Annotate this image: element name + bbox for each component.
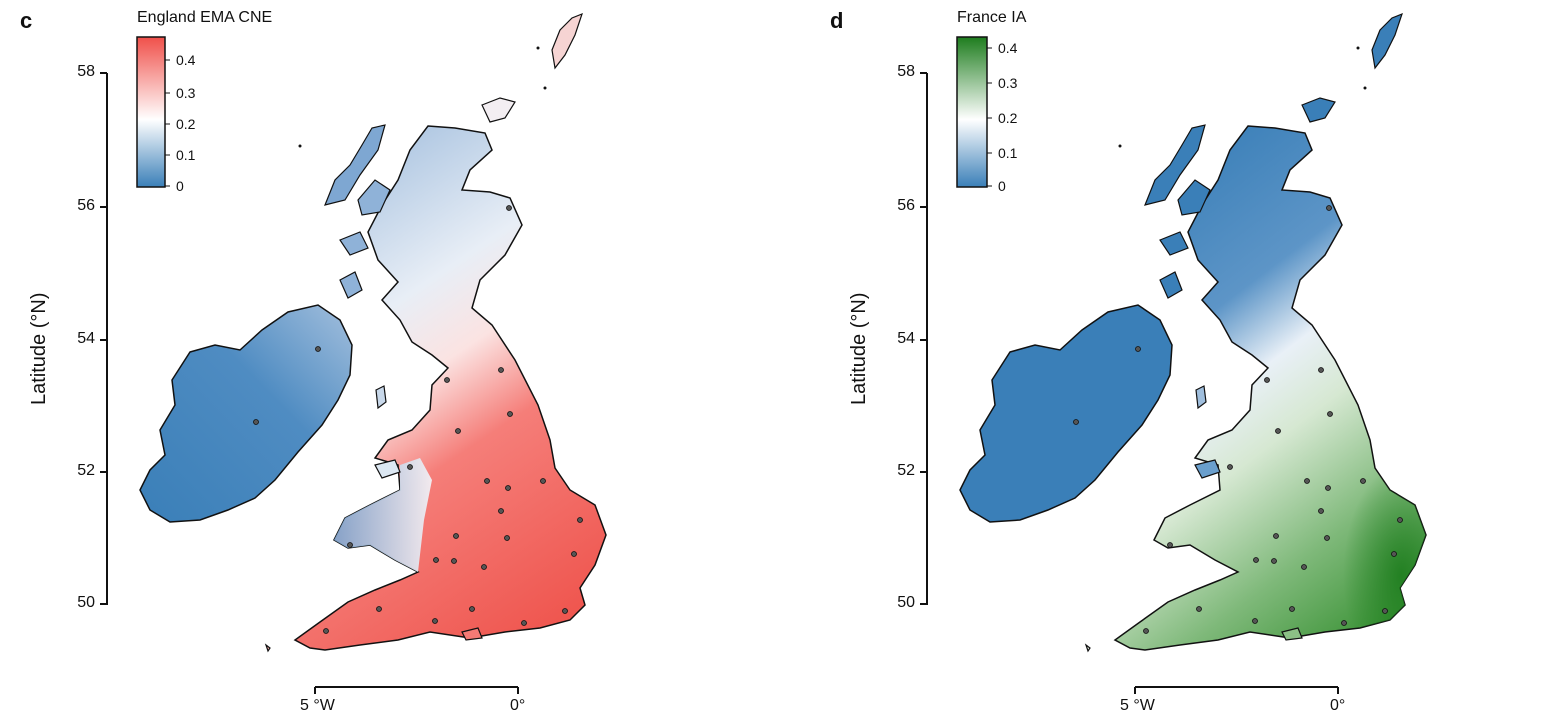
scilly-shape xyxy=(264,643,271,653)
isle-of-man-shape xyxy=(375,385,387,410)
orkney-shape xyxy=(481,97,516,123)
panel-letter: d xyxy=(830,8,844,33)
islay-shape xyxy=(339,271,363,299)
legend-tick-label: 0 xyxy=(176,178,184,194)
orkney-shape xyxy=(1301,97,1336,123)
map-svg xyxy=(100,12,607,694)
y-tick-label: 56 xyxy=(77,197,95,214)
islay-shape xyxy=(1159,271,1183,299)
isle-of-man-shape xyxy=(1195,385,1207,410)
map-svg xyxy=(920,12,1427,694)
mull-shape xyxy=(1159,231,1189,256)
y-axis-label: Latitude (°N) xyxy=(848,292,870,406)
sample-points xyxy=(253,205,583,634)
anglesey-shape xyxy=(1194,459,1221,479)
y-axis-label: Latitude (°N) xyxy=(28,292,50,406)
legend-title: France IA xyxy=(957,9,1027,26)
skye-shape xyxy=(1177,179,1211,216)
y-tick-label: 58 xyxy=(77,63,95,80)
ireland-shape xyxy=(139,304,353,523)
east-anglia-highlight xyxy=(1260,325,1426,638)
legend-tick-label: 0.4 xyxy=(176,52,196,68)
ireland-shape xyxy=(959,304,1173,523)
legend-tick-label: 0.2 xyxy=(176,116,196,132)
legend-tick-label: 0.1 xyxy=(176,147,196,163)
legend-tick-label: 0.4 xyxy=(998,40,1018,56)
y-tick-label: 56 xyxy=(897,197,915,214)
isle-of-wight-shape xyxy=(1281,627,1303,641)
legend-tick-label: 0 xyxy=(998,178,1006,194)
panel-letter: c xyxy=(20,8,33,33)
y-tick-label: 50 xyxy=(897,594,915,611)
legend-title: England EMA CNE xyxy=(137,9,273,26)
skye-shape xyxy=(357,179,391,216)
mull-shape xyxy=(339,231,369,256)
shetland-shape xyxy=(1371,12,1403,70)
map-panel-c: c xyxy=(0,0,760,720)
legend-tick-label: 0.3 xyxy=(176,85,196,101)
y-tick-label: 54 xyxy=(77,330,95,347)
sample-points xyxy=(1073,205,1403,634)
isle-of-wight-shape xyxy=(461,627,483,641)
scilly-shape xyxy=(1084,643,1091,653)
legend-tick-label: 0.3 xyxy=(998,75,1018,91)
y-tick-label: 52 xyxy=(77,462,95,479)
legend-colorbar xyxy=(136,36,166,188)
hebrides-shape xyxy=(324,124,386,206)
y-tick-label: 50 xyxy=(77,594,95,611)
map-panel-d: d xyxy=(820,0,1551,720)
legend-tick-label: 0.2 xyxy=(998,110,1018,126)
hebrides-shape xyxy=(1144,124,1206,206)
x-tick-label: 5 °W xyxy=(300,697,335,714)
x-tick-label: 0° xyxy=(510,697,526,714)
x-tick-label: 5 °W xyxy=(1120,697,1155,714)
y-tick-label: 54 xyxy=(897,330,915,347)
legend-tick-label: 0.1 xyxy=(998,145,1018,161)
anglesey-shape xyxy=(374,459,401,479)
y-tick-label: 58 xyxy=(897,63,915,80)
x-tick-label: 0° xyxy=(1330,697,1346,714)
wales-shape xyxy=(334,458,432,572)
shetland-shape xyxy=(551,12,583,70)
y-tick-label: 52 xyxy=(897,462,915,479)
legend-colorbar xyxy=(956,36,988,188)
